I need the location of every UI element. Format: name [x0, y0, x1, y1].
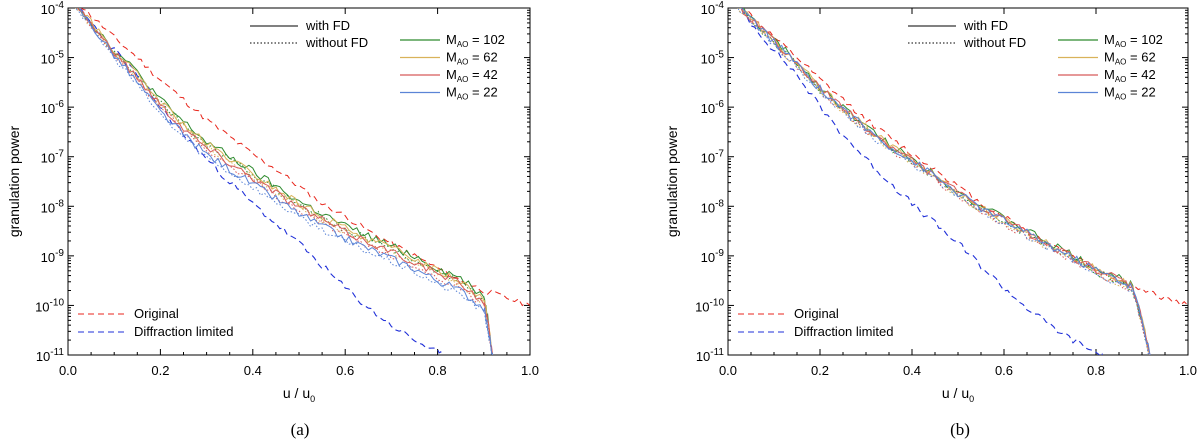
legend-label-mao: MAO = 102 — [1104, 32, 1163, 49]
series-mao-62-without-fd — [74, 8, 493, 355]
legend-label-mao: MAO = 22 — [1104, 85, 1156, 102]
x-tick-label: 0.2 — [811, 363, 829, 378]
x-tick-label: 0.4 — [244, 363, 262, 378]
series-mao-62-with-fd — [79, 8, 493, 355]
series-mao-62-without-fd — [737, 8, 1151, 355]
y-tick-label: 10-10 — [35, 297, 64, 314]
series-diffraction-limited — [740, 8, 1103, 355]
x-axis-label: u / u0 — [942, 385, 974, 404]
series-mao-22-without-fd — [737, 8, 1151, 355]
series-mao-42-with-fd — [740, 8, 1151, 355]
series-mao-22-without-fd — [74, 8, 493, 355]
x-tick-label: 1.0 — [1179, 363, 1197, 378]
y-tick-label: 10-5 — [41, 50, 65, 67]
legend-label-with-fd: with FD — [963, 18, 1008, 33]
y-tick-label: 10-4 — [41, 0, 65, 17]
y-tick-label: 10-9 — [41, 248, 65, 265]
legend-label-with-fd: with FD — [305, 18, 350, 33]
chart-panel-a: 0.0 0.2 0.4 0.6 0.8 1.0 10-4 10-5 10-6 10-7 10-8 10… — [6, 0, 539, 439]
y-tick-label: 10-6 — [41, 99, 65, 116]
legend-label-diffraction-limited: Diffraction limited — [794, 324, 893, 339]
legend-label-mao: MAO = 102 — [446, 32, 505, 49]
legend-label-mao: MAO = 42 — [1104, 67, 1156, 84]
y-tick-label: 10-5 — [701, 50, 725, 67]
x-tick-label: 0.0 — [719, 363, 737, 378]
series-mao-102-with-fd — [76, 8, 493, 355]
legend-label-original: Original — [134, 306, 179, 321]
y-tick-label: 10-10 — [695, 297, 724, 314]
x-tick-label: 0.6 — [336, 363, 354, 378]
panel-caption: (a) — [291, 420, 310, 439]
x-tick-label: 0.6 — [995, 363, 1013, 378]
y-tick-label: 10-8 — [701, 198, 725, 215]
y-tick-label: 10-4 — [701, 0, 725, 17]
x-tick-label: 0.8 — [429, 363, 447, 378]
legend-label-mao: MAO = 62 — [1104, 50, 1156, 67]
legend-label-without-fd: without FD — [963, 35, 1026, 50]
legend-label-mao: MAO = 42 — [446, 67, 498, 84]
x-tick-label: 0.0 — [59, 363, 77, 378]
legend-label-mao: MAO = 62 — [446, 50, 498, 67]
x-tick-label: 0.4 — [903, 363, 921, 378]
x-tick-label: 1.0 — [521, 363, 539, 378]
y-axis-label: granulation power — [664, 126, 680, 238]
x-tick-label: 0.2 — [151, 363, 169, 378]
series-mao-42-without-fd — [78, 8, 493, 355]
y-tick-label: 10-7 — [701, 149, 725, 166]
series-mao-22-with-fd — [740, 8, 1151, 355]
y-tick-label: 10-7 — [41, 149, 65, 166]
y-tick-label: 10-9 — [701, 248, 725, 265]
x-axis-label: u / u0 — [283, 385, 315, 404]
x-tick-label: 0.8 — [1087, 363, 1105, 378]
legend-label-mao: MAO = 22 — [446, 85, 498, 102]
data-area — [74, 8, 530, 355]
series-mao-42-with-fd — [76, 8, 494, 355]
legend-label-original: Original — [794, 306, 839, 321]
series-original — [80, 8, 530, 307]
y-tick-label: 10-11 — [696, 347, 725, 364]
series-mao-102-without-fd — [78, 8, 493, 355]
series-mao-22-with-fd — [79, 8, 493, 355]
y-tick-label: 10-8 — [41, 198, 65, 215]
data-area — [737, 8, 1188, 355]
y-axis-label: granulation power — [6, 126, 22, 238]
legend-label-diffraction-limited: Diffraction limited — [134, 324, 233, 339]
legend-label-without-fd: without FD — [305, 35, 368, 50]
chart-panel-b: 0.0 0.2 0.4 0.6 0.8 1.0 10-4 10-5 10-6 10-7 10-8 10… — [664, 0, 1197, 439]
y-tick-label: 10-11 — [36, 347, 65, 364]
panel-caption: (b) — [950, 420, 970, 439]
y-tick-label: 10-6 — [701, 99, 725, 116]
